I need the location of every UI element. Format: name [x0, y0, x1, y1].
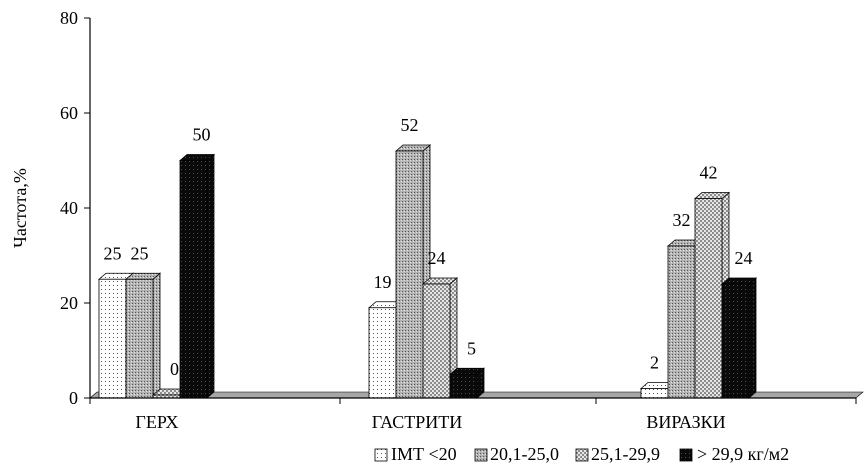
bar-front	[368, 307, 397, 399]
x-category-label: ГЕРХ	[135, 412, 178, 432]
legend-label: > 29,9 кг/м2	[697, 444, 789, 464]
bar-front	[694, 198, 723, 399]
bar-value-label: 5	[467, 338, 476, 358]
legend-label: 25,1-29,9	[591, 444, 660, 464]
legend-item: 20,1-25,0	[474, 444, 559, 464]
legend-label: ІМТ <20	[391, 444, 457, 464]
y-tick-label: 40	[60, 198, 78, 218]
legend: ІМТ <20 20,1-25,0 25,1-29,9 > 29,9 кг/м2	[374, 444, 789, 464]
y-tick-marks	[84, 17, 90, 399]
bar-value-label: 50	[193, 125, 211, 145]
bar-front	[125, 278, 154, 399]
bar-side	[152, 272, 161, 399]
legend-label: 20,1-25,0	[490, 444, 559, 464]
bar	[720, 277, 758, 399]
bar-value-label: 19	[374, 272, 392, 292]
legend-swatch	[679, 448, 693, 462]
bar-front	[395, 150, 424, 399]
bar-value-label: 52	[401, 115, 419, 135]
bar-value-label: 32	[673, 210, 691, 230]
bar	[448, 367, 486, 399]
bar-value-label: 24	[735, 248, 753, 268]
x-category-label: ВИРАЗКИ	[646, 412, 725, 432]
bar-value-label: 2	[650, 353, 659, 373]
legend-swatch	[575, 448, 589, 462]
bar	[178, 153, 216, 399]
legend-item: 25,1-29,9	[575, 444, 660, 464]
bar-front	[422, 283, 451, 399]
bar-value-label: 0	[170, 359, 179, 379]
bar-value-label: 25	[104, 243, 122, 263]
y-tick-label: 60	[60, 103, 78, 123]
bar-value-label: 25	[131, 243, 149, 263]
bar-front	[179, 160, 208, 399]
bar-front	[98, 278, 127, 399]
bar-front	[449, 373, 478, 399]
y-axis-title: Частота,%	[10, 168, 30, 248]
legend-swatch	[374, 448, 388, 462]
legend-item: > 29,9 кг/м2	[679, 444, 789, 464]
bar-value-label: 42	[700, 163, 718, 183]
bar	[421, 277, 459, 399]
bar-value-label: 24	[428, 248, 446, 268]
bar-side	[206, 153, 215, 399]
x-axis: ГЕРХ ГАСТРИТИ ВИРАЗКИ	[89, 397, 857, 432]
bar-front	[721, 283, 750, 399]
legend-item: ІМТ <20	[374, 444, 457, 464]
legend-swatch	[474, 448, 488, 462]
bar-side	[748, 277, 757, 399]
y-tick-label: 20	[60, 293, 78, 313]
y-tick-label: 80	[60, 8, 78, 28]
bar-front	[667, 245, 696, 399]
bar	[124, 272, 162, 399]
bar-front	[640, 388, 669, 399]
y-tick-label: 0	[69, 388, 78, 408]
x-category-label: ГАСТРИТИ	[372, 412, 463, 432]
y-axis: 0 20 40 60 80 Частота,%	[10, 8, 91, 408]
